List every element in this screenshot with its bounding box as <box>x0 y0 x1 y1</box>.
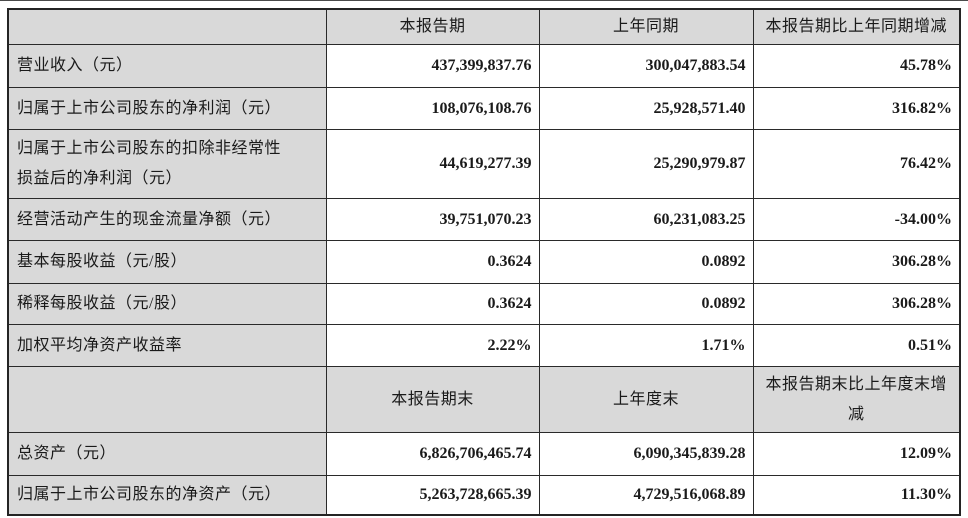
value-change: 316.82% <box>752 87 961 130</box>
table-row-basic-eps: 基本每股收益（元/股） 0.3624 0.0892 306.28% <box>7 240 961 284</box>
value-prior: 6,090,345,839.28 <box>538 432 754 476</box>
value-prior: 0.0892 <box>538 283 754 325</box>
value-change: 306.28% <box>752 240 961 284</box>
col-header-end-change: 本报告期末比上年度末增减 <box>752 366 961 433</box>
value-change: 12.09% <box>752 432 961 476</box>
table-row-net-profit-excl-nonrecurring: 归属于上市公司股东的扣除非经常性损益后的净利润（元） 44,619,277.39… <box>7 129 961 199</box>
row-label: 营业收入（元） <box>7 44 327 88</box>
row-label: 总资产（元） <box>7 432 327 476</box>
value-current: 6,826,706,465.74 <box>325 432 540 476</box>
value-current: 0.3624 <box>325 283 540 325</box>
value-prior: 0.0892 <box>538 240 754 284</box>
row-label: 稀释每股收益（元/股） <box>7 283 327 325</box>
value-prior: 4,729,516,068.89 <box>538 475 754 515</box>
value-current: 5,263,728,665.39 <box>325 475 540 515</box>
table-row-diluted-eps: 稀释每股收益（元/股） 0.3624 0.0892 306.28% <box>7 283 961 325</box>
table-row-net-profit: 归属于上市公司股东的净利润（元） 108,076,108.76 25,928,5… <box>7 87 961 130</box>
value-change: 0.51% <box>752 324 961 367</box>
table-row-revenue: 营业收入（元） 437,399,837.76 300,047,883.54 45… <box>7 44 961 88</box>
row-header-blank <box>7 366 327 433</box>
col-header-current-period: 本报告期 <box>325 8 540 45</box>
col-header-period-change: 本报告期比上年同期增减 <box>752 8 961 45</box>
top-divider-line <box>0 0 968 1</box>
value-change: 76.42% <box>752 129 961 199</box>
col-header-prior-period: 上年同期 <box>538 8 754 45</box>
endperiod-header-row: 本报告期末 上年度末 本报告期末比上年度末增减 <box>7 366 961 433</box>
value-current: 44,619,277.39 <box>325 129 540 199</box>
period-header-row: 本报告期 上年同期 本报告期比上年同期增减 <box>7 8 961 45</box>
value-current: 2.22% <box>325 324 540 367</box>
value-current: 437,399,837.76 <box>325 44 540 88</box>
value-prior: 300,047,883.54 <box>538 44 754 88</box>
value-current: 108,076,108.76 <box>325 87 540 130</box>
row-label: 归属于上市公司股东的净利润（元） <box>7 87 327 130</box>
row-header-blank <box>7 8 327 45</box>
value-prior: 25,928,571.40 <box>538 87 754 130</box>
table-row-total-assets: 总资产（元） 6,826,706,465.74 6,090,345,839.28… <box>7 432 961 476</box>
table-row-weighted-avg-roe: 加权平均净资产收益率 2.22% 1.71% 0.51% <box>7 324 961 367</box>
row-label: 经营活动产生的现金流量净额（元） <box>7 198 327 241</box>
row-label: 基本每股收益（元/股） <box>7 240 327 284</box>
row-label: 加权平均净资产收益率 <box>7 324 327 367</box>
value-current: 0.3624 <box>325 240 540 284</box>
value-change: 45.78% <box>752 44 961 88</box>
table-row-operating-cash-flow: 经营活动产生的现金流量净额（元） 39,751,070.23 60,231,08… <box>7 198 961 241</box>
value-current: 39,751,070.23 <box>325 198 540 241</box>
value-change: -34.00% <box>752 198 961 241</box>
value-prior: 60,231,083.25 <box>538 198 754 241</box>
row-label: 归属于上市公司股东的扣除非经常性损益后的净利润（元） <box>7 129 327 199</box>
col-header-current-period-end: 本报告期末 <box>325 366 540 433</box>
value-change: 306.28% <box>752 283 961 325</box>
value-prior: 25,290,979.87 <box>538 129 754 199</box>
row-label: 归属于上市公司股东的净资产（元） <box>7 475 327 515</box>
value-prior: 1.71% <box>538 324 754 367</box>
col-header-prior-year-end: 上年度末 <box>538 366 754 433</box>
key-financials-table: 本报告期 上年同期 本报告期比上年同期增减 营业收入（元） 437,399,83… <box>7 8 961 516</box>
value-change: 11.30% <box>752 475 961 515</box>
table-row-net-assets: 归属于上市公司股东的净资产（元） 5,263,728,665.39 4,729,… <box>7 475 961 515</box>
